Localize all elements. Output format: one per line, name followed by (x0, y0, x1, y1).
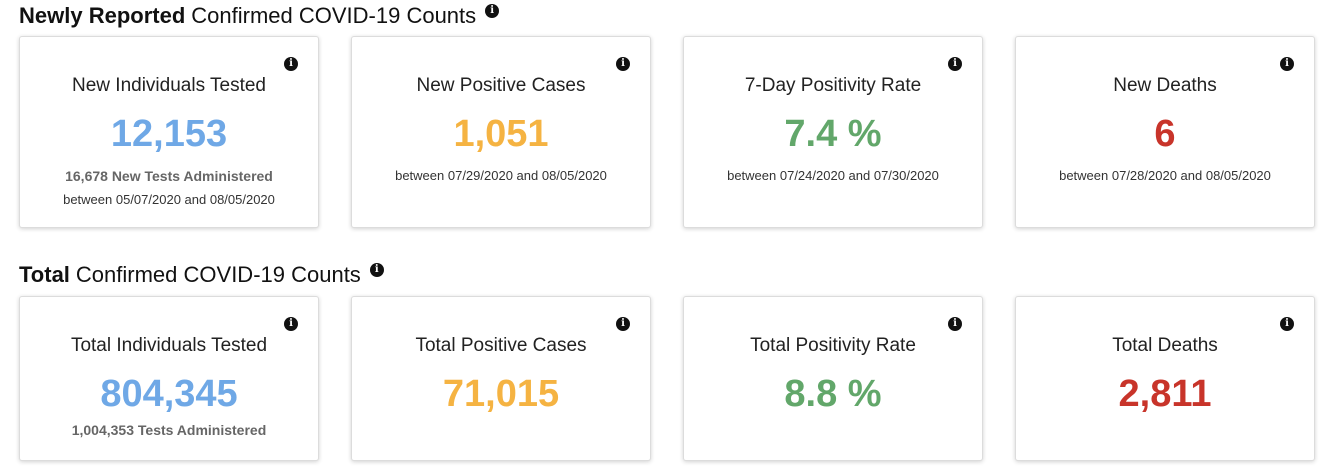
newly-reported-heading-rest: Confirmed COVID-19 Counts (191, 3, 477, 28)
card-new-individuals-tested: i New Individuals Tested 12,153 16,678 N… (19, 36, 319, 228)
card-subtext: 16,678 New Tests Administered (65, 168, 273, 184)
total-heading-rest: Confirmed COVID-19 Counts (75, 262, 361, 287)
card-date-range: between 05/07/2020 and 08/05/2020 (63, 192, 275, 207)
card-title: New Individuals Tested (72, 75, 266, 96)
card-total-individuals-tested: i Total Individuals Tested 804,345 1,004… (19, 296, 319, 461)
info-icon[interactable]: i (485, 4, 500, 18)
card-value: 71,015 (442, 373, 560, 415)
info-icon[interactable]: i (284, 317, 298, 331)
newly-reported-heading: Newly Reported Confirmed COVID-19 Counts… (19, 2, 500, 30)
card-title: New Positive Cases (416, 75, 586, 96)
info-icon[interactable]: i (369, 263, 384, 277)
info-icon[interactable]: i (1280, 317, 1294, 331)
card-value: 804,345 (100, 373, 238, 415)
newly-reported-heading-bold: Newly Reported (19, 3, 186, 28)
info-icon[interactable]: i (284, 57, 298, 71)
card-date-range: between 07/29/2020 and 08/05/2020 (395, 168, 607, 183)
card-date-range: between 07/24/2020 and 07/30/2020 (727, 168, 939, 183)
card-title: Total Deaths (1112, 335, 1218, 356)
card-title: New Deaths (1113, 75, 1217, 96)
card-value: 7.4 % (784, 113, 882, 155)
card-title: Total Individuals Tested (70, 335, 268, 356)
card-title: Total Positivity Rate (750, 335, 916, 356)
card-total-positivity-rate: i Total Positivity Rate 8.8 % (683, 296, 983, 461)
card-total-deaths: i Total Deaths 2,811 (1015, 296, 1315, 461)
info-icon[interactable]: i (1280, 57, 1294, 71)
card-value: 12,153 (110, 113, 228, 155)
card-7-day-positivity-rate: i 7-Day Positivity Rate 7.4 % between 07… (683, 36, 983, 228)
total-heading: Total Confirmed COVID-19 Counts i (19, 261, 384, 289)
card-title: 7-Day Positivity Rate (744, 75, 922, 96)
card-date-range: between 07/28/2020 and 08/05/2020 (1059, 168, 1271, 183)
card-new-positive-cases: i New Positive Cases 1,051 between 07/29… (351, 36, 651, 228)
card-new-deaths: i New Deaths 6 between 07/28/2020 and 08… (1015, 36, 1315, 228)
info-icon[interactable]: i (948, 317, 962, 331)
card-value: 6 (1154, 113, 1176, 155)
info-icon[interactable]: i (948, 57, 962, 71)
card-value: 8.8 % (784, 373, 882, 415)
card-value: 1,051 (453, 113, 549, 155)
info-icon[interactable]: i (616, 317, 630, 331)
card-title: Total Positive Cases (415, 335, 587, 356)
info-icon[interactable]: i (616, 57, 630, 71)
card-subtext: 1,004,353 Tests Administered (71, 422, 267, 438)
total-heading-bold: Total (19, 262, 70, 287)
card-value: 2,811 (1118, 373, 1212, 415)
card-total-positive-cases: i Total Positive Cases 71,015 (351, 296, 651, 461)
